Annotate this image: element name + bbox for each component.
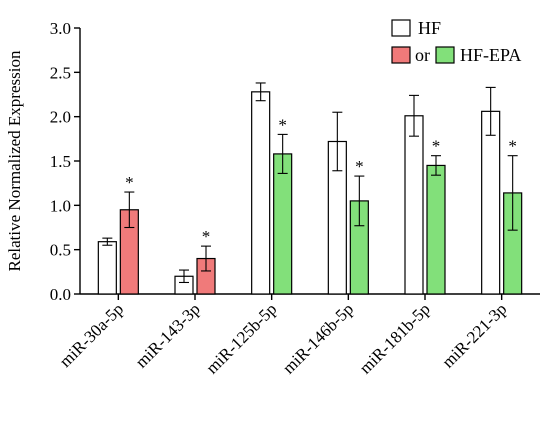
legend-connector: or <box>415 45 430 65</box>
x-tick-label: miR-181b-5p <box>356 299 434 377</box>
y-tick-label: 3.0 <box>50 19 71 38</box>
significance-star: * <box>355 157 364 176</box>
bar-hf <box>97 241 117 295</box>
significance-star: * <box>278 115 287 134</box>
y-tick-label: 0.0 <box>50 285 71 304</box>
legend: HF or HF-EPA <box>391 18 521 65</box>
x-tick-label: miR-30a-5p <box>56 299 128 371</box>
bar-treated <box>273 153 293 295</box>
significance-star: * <box>202 227 211 246</box>
bar-hf <box>251 91 271 295</box>
y-axis: 0.0 0.5 1.0 1.5 2.0 2.5 3.0 Relative Normalized… <box>5 19 81 304</box>
legend-swatch-red <box>391 46 411 64</box>
x-tick-label: miR-143-3p <box>132 299 204 371</box>
legend-swatch-hf <box>391 19 411 37</box>
legend-swatch-green <box>435 46 455 64</box>
bar-hf <box>481 110 501 295</box>
y-tick-label: 0.5 <box>50 241 71 260</box>
legend-label-hf-epa: HF-EPA <box>460 45 521 65</box>
y-tick-label: 2.5 <box>50 63 71 82</box>
legend-label-hf: HF <box>418 18 441 38</box>
y-tick-label: 1.5 <box>50 152 71 171</box>
bar-treated <box>426 164 446 295</box>
bar-hf <box>404 115 424 295</box>
x-tick-label: miR-146b-5p <box>279 299 357 377</box>
significance-star: * <box>125 173 134 192</box>
significance-star: * <box>432 137 441 156</box>
x-tick-label: miR-125b-5p <box>202 299 280 377</box>
bars: * * * * * * <box>97 82 523 295</box>
x-tick-label: miR-221-3p <box>438 299 510 371</box>
significance-star: * <box>508 137 517 156</box>
y-axis-label: Relative Normalized Expression <box>5 50 24 271</box>
y-tick-label: 1.0 <box>50 196 71 215</box>
x-axis: miR-30a-5p miR-143-3pmiR-125b-5pmiR-146b-… <box>56 293 540 378</box>
y-tick-label: 2.0 <box>50 108 71 127</box>
